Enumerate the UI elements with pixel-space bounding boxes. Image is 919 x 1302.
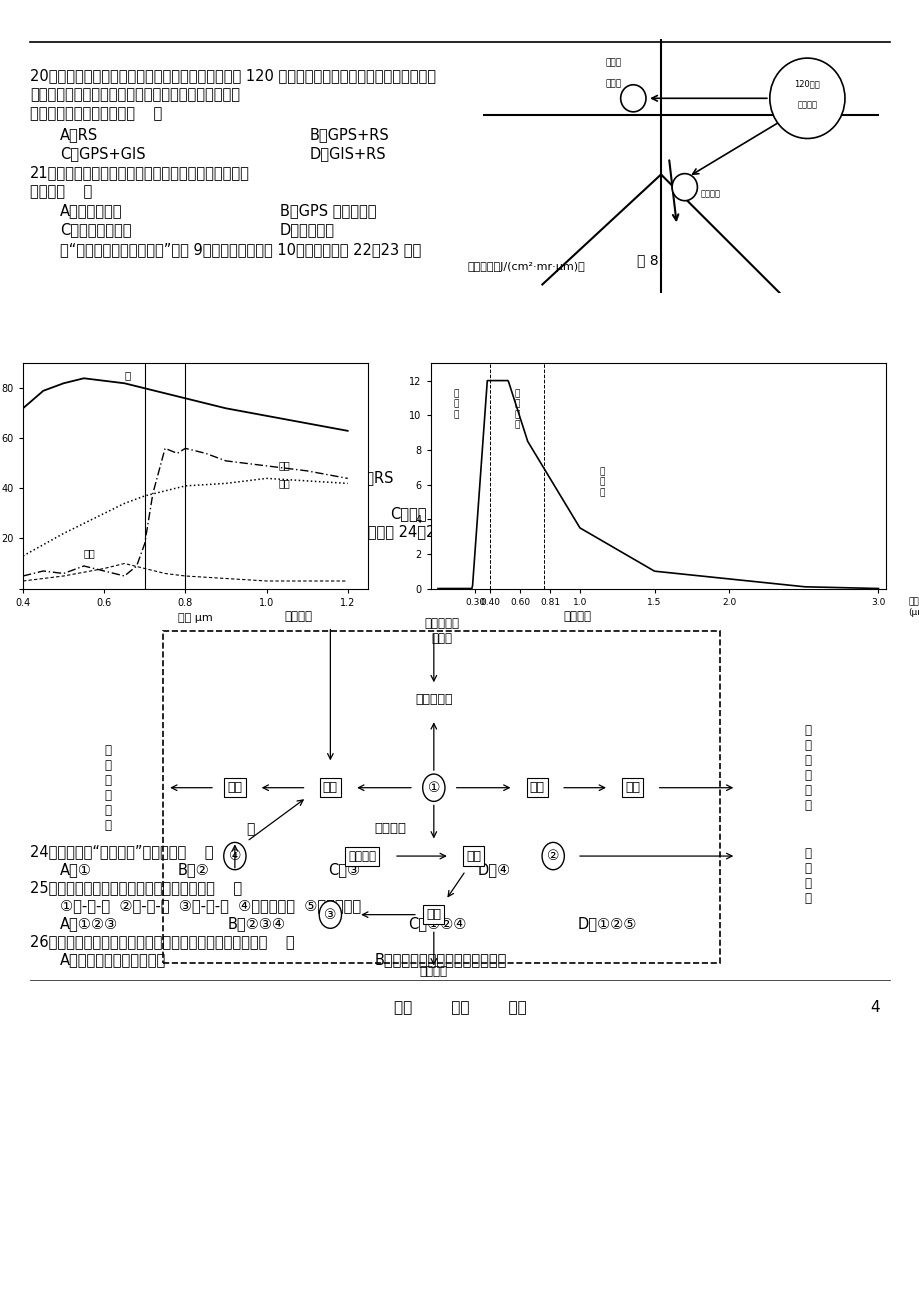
Text: B．②: B．② (177, 862, 210, 878)
Text: ①煎-电-铝  ②煎-焦-化  ③煎-气-液  ④煎－鐵－钉  ⑤煎－焦－电: ①煎-电-铝 ②煎-焦-化 ③煎-气-液 ④煎－鐵－钉 ⑤煎－焦－电 (60, 898, 361, 913)
Text: 图 10: 图 10 (669, 435, 699, 449)
Text: 读“不同地物的反射光谱图”（图 9）及太阳光谱（图 10），读图回答 22～23 题。: 读“不同地物的反射光谱图”（图 9）及太阳光谱（图 10），读图回答 22～23… (60, 242, 421, 256)
Text: 指挥中心: 指挥中心 (797, 100, 816, 109)
Text: A．计算机技术: A．计算机技术 (60, 203, 122, 217)
Text: 最近的: 最近的 (605, 59, 621, 68)
Text: 点最近，所利用的技术是（    ）: 点最近，所利用的技术是（ ） (30, 105, 162, 121)
Text: 小麦: 小麦 (278, 461, 290, 470)
Text: 4: 4 (869, 1000, 879, 1016)
Circle shape (620, 85, 645, 112)
Text: 红
外
区: 红 外 区 (599, 467, 605, 497)
Text: 辐射能力【J/(cm²·mr·μm)】: 辐射能力【J/(cm²·mr·μm)】 (468, 262, 585, 272)
Text: C．沙漠: C．沙漠 (390, 506, 426, 521)
Text: 沙漠: 沙漠 (278, 478, 290, 488)
Text: ①: ① (427, 781, 439, 794)
Text: C．③: C．③ (328, 862, 359, 878)
Text: 用心        爱心        专心: 用心 爱心 专心 (393, 1000, 526, 1016)
Text: B．GPS: B．GPS (195, 470, 243, 486)
Text: B．②③④: B．②③④ (228, 917, 286, 931)
Text: C．①②④: C．①②④ (407, 917, 466, 931)
Text: 铁矿开采: 铁矿开采 (347, 850, 376, 862)
Circle shape (223, 842, 245, 870)
Text: ③: ③ (323, 907, 336, 922)
Text: D．④: D．④ (478, 862, 511, 878)
Text: 输出煤炭: 输出煤炭 (562, 611, 590, 624)
Text: D．3S: D．3S (505, 470, 543, 486)
Text: 焦化: 焦化 (529, 781, 544, 794)
Text: 22．地物的这种特征可直接应用于（    ）: 22．地物的这种特征可直接应用于（ ） (30, 452, 207, 467)
Text: B．GPS 信号接收机: B．GPS 信号接收机 (279, 203, 376, 217)
Text: ④: ④ (229, 849, 241, 863)
Text: 输出钢材: 输出钢材 (374, 822, 405, 835)
Text: C．地理信息技术: C．地理信息技术 (60, 223, 131, 237)
Circle shape (422, 773, 445, 802)
X-axis label: 波长 μm: 波长 μm (178, 613, 212, 624)
Text: 120急救: 120急救 (794, 79, 820, 89)
Text: 炼铁: 炼铁 (466, 850, 481, 862)
Text: D．①②⑤: D．①②⑤ (577, 917, 637, 931)
Text: B．加强传统产业的技术改造升级: B．加强传统产业的技术改造升级 (375, 952, 506, 967)
Text: 输出钢材: 输出钢材 (419, 965, 448, 978)
Circle shape (672, 173, 697, 201)
Text: 图 8: 图 8 (637, 253, 658, 267)
Text: 化工: 化工 (625, 781, 640, 794)
Circle shape (541, 842, 563, 870)
Text: 23．若采用可见光遥感技术，在遥感图像上，最易分辨的地物应是（    ）: 23．若采用可见光遥感技术，在遥感图像上，最易分辨的地物应是（ ） (30, 488, 329, 503)
Text: A．GIS: A．GIS (60, 470, 104, 486)
Text: 21．救护车司机要想随时确定自己所处的地理坐标，需: 21．救护车司机要想随时确定自己所处的地理坐标，需 (30, 165, 250, 180)
Text: 可
见
光
区: 可 见 光 区 (514, 389, 519, 430)
Text: C．GPS+GIS: C．GPS+GIS (60, 146, 145, 161)
Circle shape (319, 901, 341, 928)
Circle shape (769, 59, 844, 138)
Text: 输
出
水
泥: 输 出 水 泥 (803, 846, 811, 905)
Text: 炼铝: 炼铝 (227, 781, 242, 794)
Text: D．GIS+RS: D．GIS+RS (310, 146, 386, 161)
Text: 湿地: 湿地 (84, 548, 96, 559)
Text: A．雪: A．雪 (60, 506, 87, 521)
Text: 输
出
化
工
产
品: 输 出 化 工 产 品 (803, 724, 811, 812)
Text: 图9: 图9 (166, 435, 184, 449)
Text: 气化、液化: 气化、液化 (414, 694, 452, 706)
Text: 输出煤气、
液化气: 输出煤气、 液化气 (424, 617, 459, 644)
Text: 20．组委会接到赛道某地点一个急救电话，需要通过 120 急救指挥中心在最短的时间内指挥救护车: 20．组委会接到赛道某地点一个急救电话，需要通过 120 急救指挥中心在最短的时… (30, 68, 436, 83)
Bar (163, 631, 720, 963)
Text: 输出电力: 输出电力 (284, 611, 312, 624)
Text: 炼钢: 炼钢 (425, 909, 441, 921)
Text: A．①②③: A．①②③ (60, 917, 118, 931)
Text: 发电: 发电 (323, 781, 337, 794)
Text: ②: ② (547, 849, 559, 863)
Text: 紫
外
区: 紫 外 区 (453, 389, 459, 419)
Text: A．RS: A．RS (60, 128, 98, 142)
Text: 输
出
化
工
产
品: 输 出 化 工 产 品 (104, 743, 111, 832)
Text: 图: 图 (245, 822, 254, 836)
Text: 要拥有（    ）: 要拥有（ ） (30, 184, 92, 199)
Text: 到达事故地点，指挥中心要确定哪一辆救护车离事故地: 到达事故地点，指挥中心要确定哪一辆救护车离事故地 (30, 87, 240, 102)
Text: 救护车: 救护车 (605, 79, 621, 89)
Text: C．RS: C．RS (355, 470, 393, 486)
Text: 出事地点: 出事地点 (700, 189, 720, 198)
Text: 25．围绕能源开发，山西省构建的产业链是（    ）: 25．围绕能源开发，山西省构建的产业链是（ ） (30, 880, 242, 894)
Text: D．遥感技术: D．遥感技术 (279, 223, 335, 237)
Text: D．湿地: D．湿地 (570, 506, 607, 521)
Text: A．①: A．① (60, 862, 92, 878)
Text: 雪: 雪 (124, 370, 130, 380)
Text: 波长
(μm): 波长 (μm) (907, 598, 919, 617)
Text: 26．下列措施不利于山西煤炭资源及区域可持续发展的是（    ）: 26．下列措施不利于山西煤炭资源及区域可持续发展的是（ ） (30, 934, 294, 949)
Text: A．引进技术发展高新产业: A．引进技术发展高新产业 (60, 952, 166, 967)
Text: B．GPS+RS: B．GPS+RS (310, 128, 390, 142)
Text: 山西省是我国重要的煤炭能源基地，图 11 为山西省煤炭综合利用示意图，读图回答 24～26 题。: 山西省是我国重要的煤炭能源基地，图 11 为山西省煤炭综合利用示意图，读图回答 … (60, 523, 466, 539)
Text: 24．图中表示“煤炭开采”的数码是（    ）: 24．图中表示“煤炭开采”的数码是（ ） (30, 844, 213, 859)
Text: B．小麦: B．小麦 (199, 506, 236, 521)
